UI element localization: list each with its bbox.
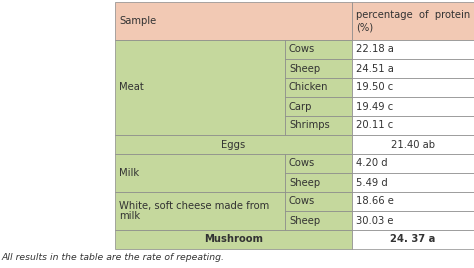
Text: (%): (%): [356, 22, 373, 32]
Bar: [352, 59, 474, 78]
Text: milk: milk: [119, 211, 140, 221]
Text: Sample: Sample: [119, 16, 156, 26]
Bar: [352, 230, 474, 249]
Bar: [352, 78, 474, 97]
Bar: [352, 192, 474, 211]
Text: Cows: Cows: [289, 196, 315, 207]
Text: 5.49 d: 5.49 d: [356, 177, 388, 188]
Bar: [352, 173, 474, 192]
Bar: [352, 154, 474, 173]
Text: Cows: Cows: [289, 44, 315, 54]
Text: 30.03 e: 30.03 e: [356, 215, 393, 225]
Bar: [285, 59, 352, 78]
Text: White, soft cheese made from: White, soft cheese made from: [119, 201, 269, 211]
Text: Carp: Carp: [289, 102, 312, 111]
Text: All results in the table are the rate of repeating.: All results in the table are the rate of…: [2, 254, 225, 262]
Text: 19.49 c: 19.49 c: [356, 102, 393, 111]
Text: 19.50 c: 19.50 c: [356, 83, 393, 92]
Bar: [285, 116, 352, 135]
Text: Mushroom: Mushroom: [204, 234, 263, 244]
Bar: [115, 40, 285, 135]
Bar: [352, 97, 474, 116]
Text: Sheep: Sheep: [289, 64, 320, 73]
Text: Sheep: Sheep: [289, 177, 320, 188]
Text: 18.66 e: 18.66 e: [356, 196, 394, 207]
Bar: [285, 40, 352, 59]
Bar: [285, 211, 352, 230]
Bar: [352, 135, 474, 154]
Text: Meat: Meat: [119, 83, 144, 92]
Bar: [285, 97, 352, 116]
Bar: [115, 192, 285, 230]
Text: percentage  of  protein: percentage of protein: [356, 10, 470, 20]
Text: 22.18 a: 22.18 a: [356, 44, 394, 54]
Bar: [285, 173, 352, 192]
Bar: [115, 135, 352, 154]
Bar: [352, 40, 474, 59]
Bar: [352, 116, 474, 135]
Text: Chicken: Chicken: [289, 83, 328, 92]
Bar: [285, 78, 352, 97]
Bar: [352, 211, 474, 230]
Text: Sheep: Sheep: [289, 215, 320, 225]
Bar: [115, 2, 352, 40]
Bar: [352, 2, 474, 40]
Bar: [115, 230, 352, 249]
Bar: [285, 192, 352, 211]
Text: Milk: Milk: [119, 168, 139, 178]
Text: 20.11 c: 20.11 c: [356, 121, 393, 131]
Bar: [285, 154, 352, 173]
Text: 21.40 ab: 21.40 ab: [391, 140, 435, 150]
Text: Eggs: Eggs: [221, 140, 246, 150]
Text: 4.20 d: 4.20 d: [356, 158, 388, 169]
Text: Shrimps: Shrimps: [289, 121, 330, 131]
Bar: [115, 154, 285, 192]
Text: Cows: Cows: [289, 158, 315, 169]
Text: 24. 37 a: 24. 37 a: [390, 234, 436, 244]
Text: 24.51 a: 24.51 a: [356, 64, 394, 73]
